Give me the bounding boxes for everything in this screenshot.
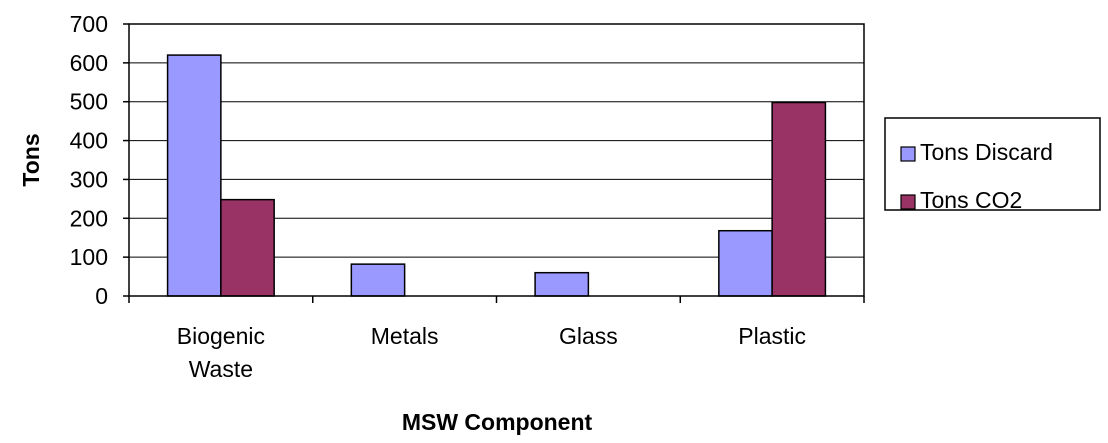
y-tick-label: 0 <box>95 283 108 309</box>
bar-tons-discard <box>534 271 590 297</box>
y-tick-label: 400 <box>70 128 108 154</box>
x-category-label: Plastic <box>738 323 806 349</box>
y-tick-label: 200 <box>70 205 108 231</box>
legend-label: Tons CO2 <box>920 187 1022 213</box>
x-category-label: Biogenic <box>177 323 265 349</box>
legend-label: Tons Discard <box>920 139 1053 165</box>
legend-swatch <box>900 146 916 162</box>
legend: Tons Discard Tons CO2 <box>884 117 1101 213</box>
y-tick-label: 100 <box>70 244 108 270</box>
axes <box>123 23 865 303</box>
x-category-labels: Biogenic Waste Metals Glass Plastic <box>177 323 806 382</box>
bar-tons-discard <box>718 229 773 297</box>
y-axis-title: Tons <box>18 133 44 186</box>
x-category-label: Metals <box>371 323 439 349</box>
y-tick-label: 500 <box>70 89 108 115</box>
y-tick-label: 600 <box>70 50 108 76</box>
legend-box <box>884 117 1101 211</box>
y-tick-label: 300 <box>70 166 108 192</box>
x-category-label: Waste <box>189 356 253 382</box>
legend-swatch <box>900 194 916 210</box>
y-tick-label: 700 <box>70 11 108 37</box>
bar-tons-discard <box>350 263 406 297</box>
bar-tons-discard <box>166 54 222 297</box>
bar-tons-co2 <box>771 101 827 297</box>
x-category-label: Glass <box>559 323 618 349</box>
bars <box>166 54 827 297</box>
y-tick-labels: 0 100 200 300 400 500 600 700 <box>70 11 108 309</box>
x-axis-title: MSW Component <box>402 409 593 435</box>
bar-tons-co2 <box>220 198 275 297</box>
